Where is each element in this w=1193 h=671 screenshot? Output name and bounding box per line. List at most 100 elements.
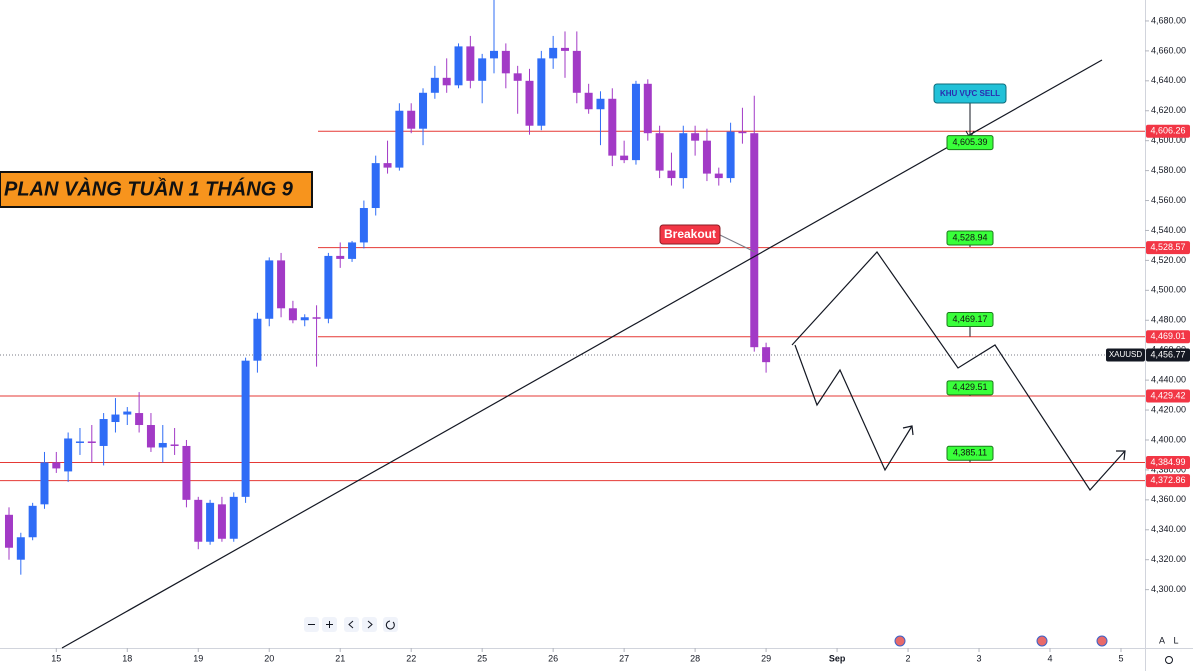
x-tick-label: 15 <box>51 653 61 663</box>
settings-button[interactable] <box>1165 656 1173 664</box>
x-tick-label: 5 <box>1118 653 1123 663</box>
candle-body <box>324 255 333 319</box>
sell-zone-label: KHU VỰC SELL <box>940 89 1000 98</box>
level-axis-label: 4,469.01 <box>1150 331 1185 341</box>
candle-body <box>229 496 238 539</box>
target-label: 4,605.39 <box>952 137 987 147</box>
target-label: 4,385.11 <box>953 448 987 458</box>
candle-body <box>655 133 664 171</box>
candle-body <box>182 445 191 500</box>
level-axis-label: 4,528.57 <box>1150 242 1185 252</box>
x-tick-label: 21 <box>335 653 345 663</box>
candle-body <box>28 505 37 538</box>
y-tick-label: 4,560.00 <box>1151 195 1186 205</box>
candle-body <box>407 110 416 129</box>
y-tick-label: 4,420.00 <box>1151 404 1186 414</box>
candle-body <box>253 318 262 361</box>
y-tick-label: 4,480.00 <box>1151 315 1186 325</box>
target-box <box>946 311 994 327</box>
breakout-box <box>659 224 721 245</box>
x-tick-label: 18 <box>122 653 132 663</box>
candle-body <box>702 140 711 174</box>
projection-path <box>791 251 1126 491</box>
reset-button[interactable] <box>383 617 398 632</box>
candle-body <box>87 441 96 443</box>
level-axis-label: 4,384.99 <box>1150 457 1185 467</box>
scroll-left-button[interactable] <box>344 617 359 632</box>
candle-body <box>572 50 581 93</box>
candle-body <box>52 462 61 469</box>
target-box <box>946 445 994 461</box>
candle-body <box>726 131 735 179</box>
candle-body <box>631 83 640 161</box>
candle-body <box>64 438 73 472</box>
y-tick-label: 4,400.00 <box>1151 434 1186 444</box>
y-tick-label: 4,660.00 <box>1151 45 1186 55</box>
candle-body <box>537 58 546 126</box>
level-axis-box <box>1146 474 1190 488</box>
trend-line <box>61 59 1103 649</box>
y-tick-label: 4,360.00 <box>1151 494 1186 504</box>
scroll-right-button[interactable] <box>362 617 377 632</box>
last-price-label: 4,456.77 <box>1150 349 1185 359</box>
event-flag[interactable] <box>1036 635 1048 647</box>
candle-body <box>170 444 179 446</box>
y-tick-label: 4,500.00 <box>1151 285 1186 295</box>
x-tick-label: 29 <box>761 653 771 663</box>
x-tick-label: 22 <box>406 653 416 663</box>
x-tick-label: 3 <box>977 653 982 663</box>
chart-title: PLAN VÀNG TUẦN 1 THÁNG 9 <box>4 177 294 200</box>
last-price-box <box>1146 348 1190 362</box>
candle-body <box>206 502 215 542</box>
candle-body <box>383 163 392 168</box>
candle-body <box>265 260 274 319</box>
event-flag[interactable] <box>1096 635 1108 647</box>
y-tick-label: 4,640.00 <box>1151 75 1186 85</box>
candle-body <box>762 347 771 363</box>
level-axis-label: 4,606.26 <box>1150 126 1185 136</box>
candle-body <box>750 133 759 348</box>
level-axis-box <box>1146 330 1190 344</box>
candle-body <box>667 170 676 179</box>
candle-body <box>123 411 132 415</box>
candle-body <box>549 47 558 59</box>
y-tick-label: 4,600.00 <box>1151 135 1186 145</box>
level-axis-box <box>1146 455 1190 469</box>
candle-body <box>560 47 569 51</box>
candle-body <box>501 50 510 74</box>
candle-body <box>714 173 723 179</box>
y-tick-label: 4,380.00 <box>1151 464 1186 474</box>
candle-body <box>75 441 84 443</box>
candle-body <box>643 83 652 134</box>
x-tick-label: 2 <box>906 653 911 663</box>
icon <box>385 620 395 630</box>
icon <box>326 621 333 628</box>
x-tick-label: 25 <box>477 653 487 663</box>
candle-body <box>608 98 617 156</box>
candle-body <box>430 77 439 93</box>
candle-body <box>442 77 451 86</box>
candle-body <box>336 255 345 259</box>
candle-body <box>146 425 155 448</box>
event-flag[interactable] <box>894 635 906 647</box>
target-label: 4,429.51 <box>952 382 987 392</box>
level-axis-box <box>1146 241 1190 255</box>
target-label: 4,469.17 <box>952 314 987 324</box>
candle-body <box>135 413 144 426</box>
x-tick-label: Sep <box>829 653 846 663</box>
candle-body <box>194 499 203 542</box>
target-box <box>946 135 994 151</box>
candle-body <box>40 462 49 505</box>
auto-scale-button[interactable]: A <box>1159 635 1165 645</box>
log-scale-button[interactable]: L <box>1173 635 1178 645</box>
symbol-label: XAUUSD <box>1109 350 1143 359</box>
icon <box>367 620 373 629</box>
y-tick-label: 4,340.00 <box>1151 524 1186 534</box>
callout-line <box>719 234 756 253</box>
target-label: 4,528.94 <box>952 232 987 242</box>
candle-body <box>371 163 380 209</box>
x-tick-label: 27 <box>619 653 629 663</box>
plot <box>0 0 1149 652</box>
y-tick-label: 4,580.00 <box>1151 165 1186 175</box>
